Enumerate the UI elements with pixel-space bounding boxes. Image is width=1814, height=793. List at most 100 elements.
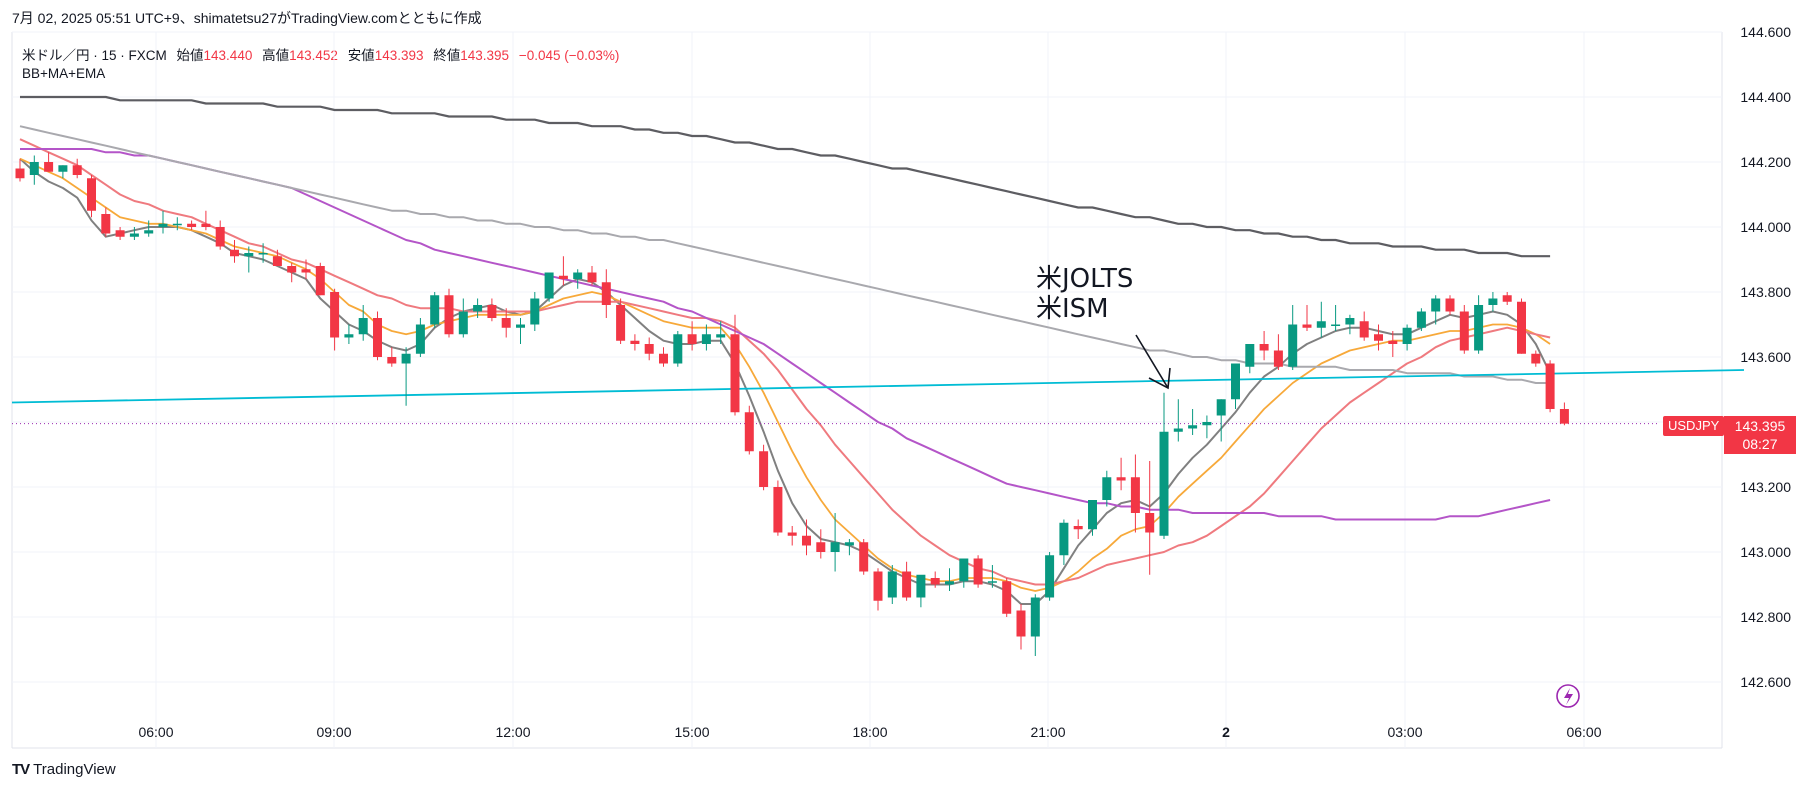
candle: [1130, 454, 1140, 533]
candle: [501, 308, 511, 338]
candle: [1302, 305, 1312, 331]
candle: [1545, 360, 1555, 413]
candle: [1431, 295, 1441, 325]
candle-body: [1159, 431, 1169, 536]
x-tick-label: 06:00: [1566, 724, 1601, 740]
candle: [430, 292, 440, 328]
candle-body: [1531, 353, 1541, 364]
candle: [315, 262, 325, 296]
candle: [1173, 399, 1183, 442]
candle-body: [1002, 581, 1012, 614]
candle: [1188, 409, 1198, 435]
candle-body: [358, 318, 368, 335]
legend-open-value: 143.440: [203, 48, 253, 63]
candle-body: [887, 571, 897, 598]
candle-body: [1130, 477, 1140, 513]
candle-body: [1359, 321, 1369, 338]
tradingview-logo[interactable]: TV TradingView: [12, 761, 116, 778]
last-price: 143.395: [1734, 418, 1786, 434]
candle-body: [415, 324, 425, 354]
candle: [573, 269, 583, 289]
candle-body: [930, 578, 940, 585]
candle: [844, 539, 854, 556]
candle-body: [1545, 363, 1555, 409]
y-tick-label: 143.200: [1740, 479, 1791, 495]
candle: [172, 217, 182, 231]
candle-body: [916, 574, 926, 598]
legend-low-value: 143.393: [374, 48, 424, 63]
candle: [1459, 305, 1469, 354]
candle-body: [659, 353, 668, 364]
indicator-line-ema_orange: [19, 157, 1551, 592]
candle: [1531, 350, 1541, 367]
candle: [230, 240, 239, 263]
candle: [301, 259, 311, 279]
indicator-line-ema_purple: [20, 148, 1551, 521]
candle-body: [401, 353, 411, 364]
candle: [1502, 292, 1512, 305]
candle: [873, 568, 883, 611]
last-price-badge: 143.395 08:27: [1724, 416, 1796, 454]
candle-body: [244, 253, 254, 257]
x-tick-label: 12:00: [495, 724, 530, 740]
annotation-arrow: [1135, 334, 1169, 389]
candle-body: [959, 558, 969, 582]
candle: [415, 318, 425, 357]
candle-body: [744, 412, 754, 452]
candle: [1259, 331, 1269, 361]
y-tick-label: 144.000: [1740, 219, 1791, 235]
candle: [129, 227, 139, 240]
candle-body: [687, 334, 697, 344]
candle-body: [816, 542, 826, 552]
legend-open-label: 始値: [176, 48, 204, 63]
candle-body: [187, 223, 197, 227]
legend-symbol[interactable]: 米ドル／円 · 15 · FXCM: [22, 48, 167, 63]
candle: [473, 298, 483, 318]
candle: [916, 574, 926, 608]
y-tick-label: 143.800: [1740, 284, 1791, 300]
candle: [1488, 292, 1498, 312]
candle: [1002, 578, 1012, 617]
candle-body: [387, 357, 397, 364]
candle-body: [616, 305, 626, 341]
candle-body: [215, 227, 225, 247]
candle-body: [87, 178, 96, 211]
candle: [1145, 461, 1155, 575]
x-tick-label: 03:00: [1387, 724, 1422, 740]
candle-body: [144, 230, 154, 234]
candle: [630, 334, 640, 351]
indicator-line-ma_dark: [20, 95, 1551, 258]
candle: [945, 568, 954, 591]
candle-body: [787, 532, 797, 536]
legend-close-value: 143.395: [460, 48, 510, 63]
candle: [902, 561, 912, 601]
candle: [72, 158, 82, 179]
candle-body: [1273, 350, 1283, 367]
candle-body: [1202, 422, 1212, 426]
candle: [616, 298, 626, 344]
candle: [816, 529, 826, 559]
chart-caption: 7月 02, 2025 05:51 UTC+9、shimatetsu27がTra…: [12, 10, 482, 26]
candle-body: [987, 581, 997, 583]
candle-body: [373, 318, 382, 357]
candle: [244, 246, 254, 273]
candle-body: [1145, 513, 1155, 533]
candle: [1345, 314, 1355, 335]
candle: [215, 220, 225, 250]
symbol-badge: USDJPY: [1663, 416, 1725, 436]
candle-body: [501, 318, 511, 328]
tradingview-logo-icon: TV: [12, 761, 30, 778]
candle-body: [673, 334, 683, 364]
candle: [287, 262, 297, 283]
candle-body: [487, 305, 497, 318]
candle: [802, 519, 811, 556]
candle-body: [1402, 327, 1412, 344]
lightning-icon[interactable]: [1556, 684, 1580, 708]
candle: [830, 513, 840, 572]
candle-body: [44, 162, 54, 172]
candle: [1288, 305, 1298, 370]
candle-body: [1045, 555, 1055, 598]
candle-body: [1445, 298, 1455, 312]
indicator-label[interactable]: BB+MA+EMA: [22, 66, 106, 81]
